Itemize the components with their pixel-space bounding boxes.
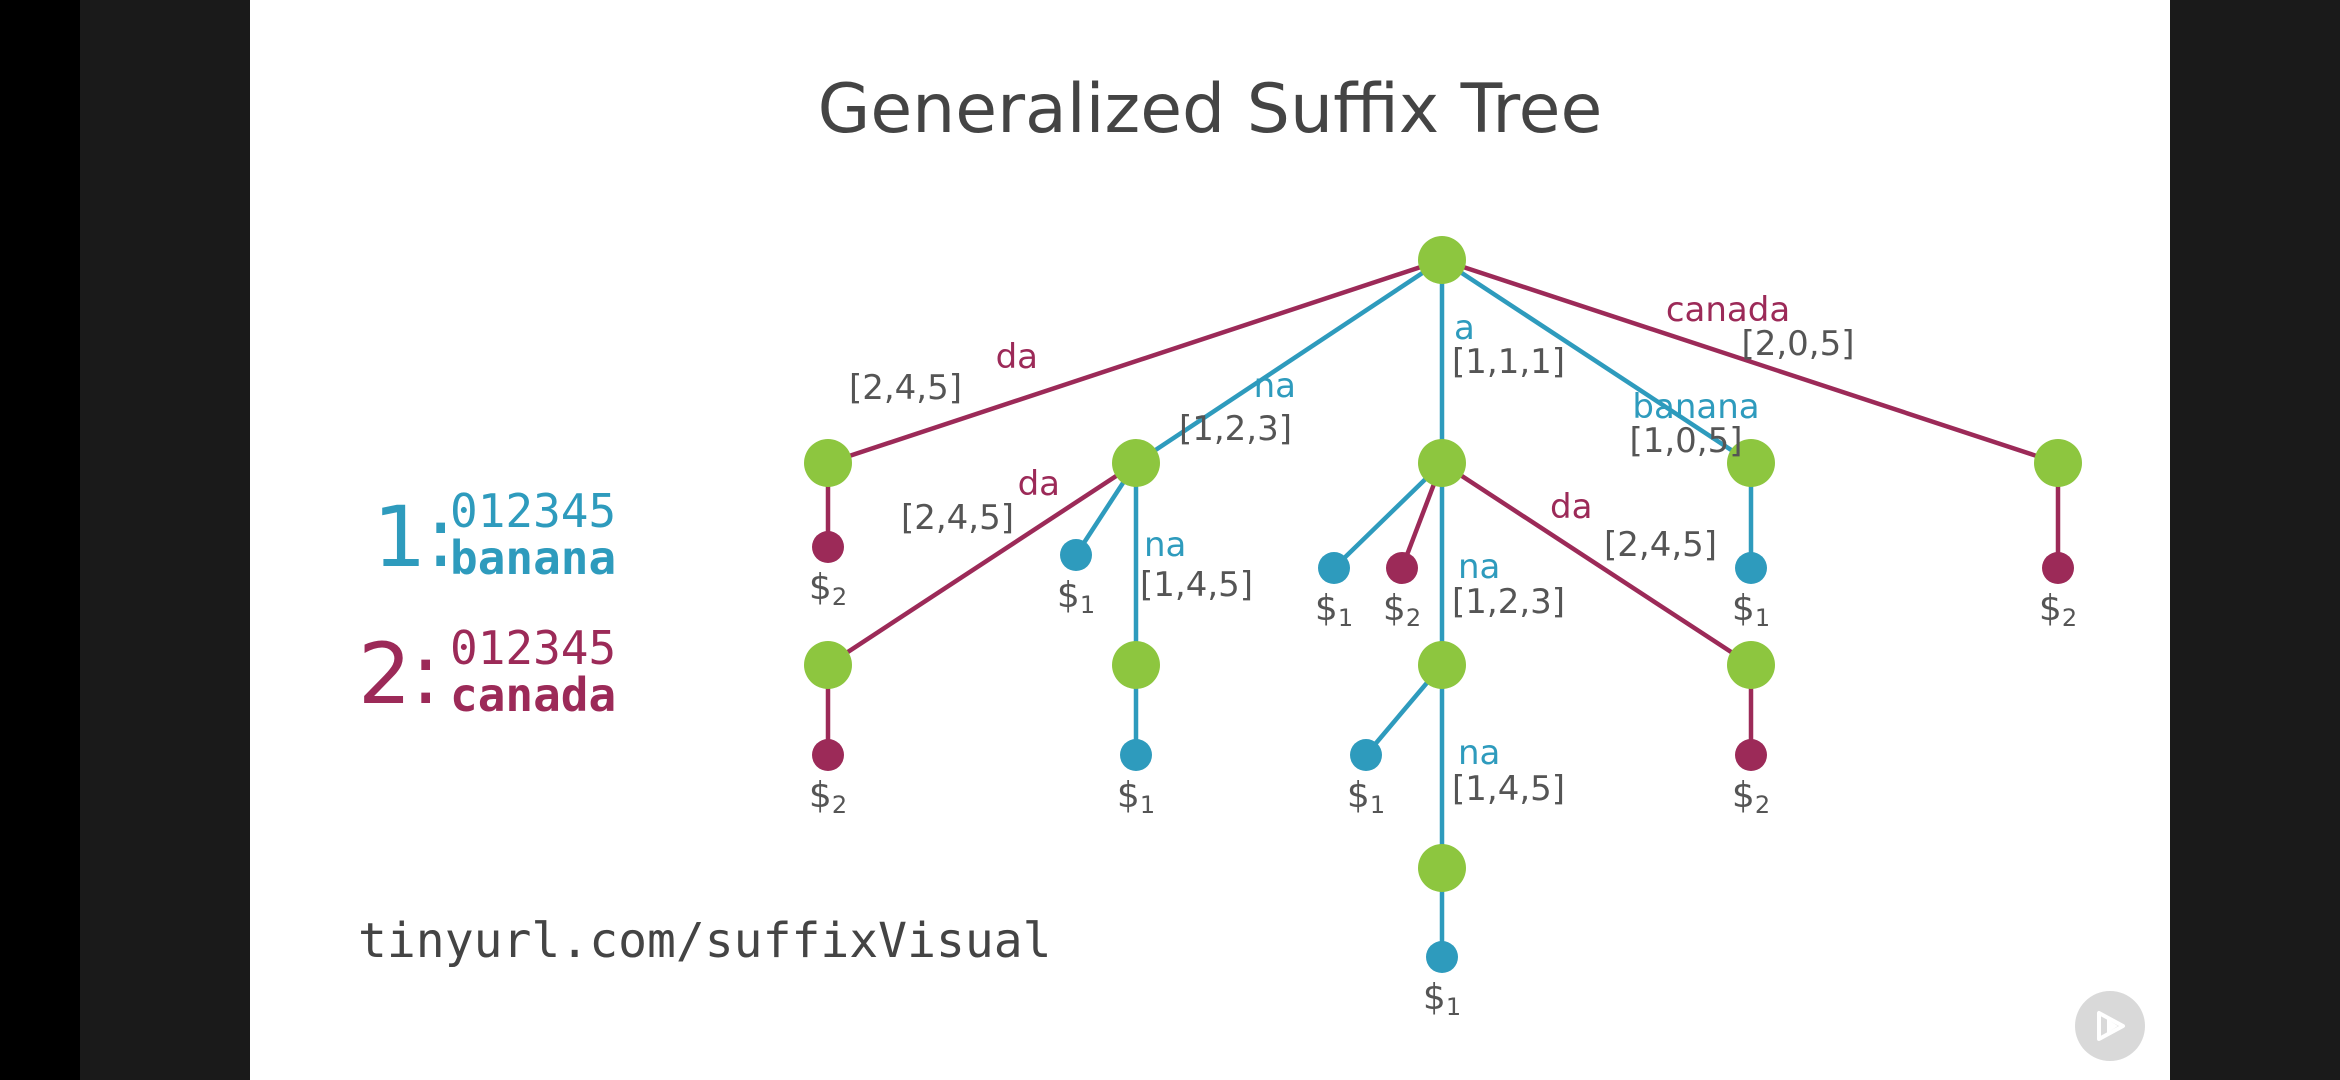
string-2-text: canada xyxy=(450,668,617,722)
edge-label: da xyxy=(1018,464,1060,504)
edge-label: canada xyxy=(1666,290,1790,330)
edge-ref: [2,0,5] xyxy=(1741,324,1854,364)
leaf-node xyxy=(812,739,844,771)
slide-title: Generalized Suffix Tree xyxy=(817,70,1603,149)
leaf-label: $1 xyxy=(1315,588,1353,632)
leaf-node xyxy=(1386,552,1418,584)
leaf-label: $2 xyxy=(809,567,847,611)
internal-node xyxy=(1418,236,1466,284)
string-1-positions: 012345 xyxy=(450,484,617,538)
leaf-label: $2 xyxy=(2039,588,2077,632)
play-button[interactable] xyxy=(2075,991,2145,1061)
internal-node xyxy=(1727,439,1775,487)
leaf-node xyxy=(1735,739,1767,771)
tree-edge xyxy=(1440,461,1753,667)
tree-edge xyxy=(827,257,1443,466)
slide: Generalized Suffix Tree 1: 012345 banana… xyxy=(250,0,2170,1080)
internal-node xyxy=(1418,641,1466,689)
tree-edge xyxy=(826,461,1138,667)
leaf-node xyxy=(1350,739,1382,771)
edge-label: na xyxy=(1254,366,1296,406)
internal-node xyxy=(804,439,852,487)
edge-ref: [1,4,5] xyxy=(1140,565,1253,605)
internal-node xyxy=(1418,439,1466,487)
edge-label: da xyxy=(996,337,1038,377)
tree-edge xyxy=(1441,257,2059,466)
leaf-label: $1 xyxy=(1117,775,1155,819)
edge-label: na xyxy=(1144,525,1186,565)
internal-node xyxy=(2034,439,2082,487)
leaf-node xyxy=(1120,739,1152,771)
play-icon xyxy=(2097,1011,2125,1041)
leaf-node xyxy=(2042,552,2074,584)
leaf-node xyxy=(1318,552,1350,584)
leaf-node xyxy=(812,531,844,563)
leaf-label: $1 xyxy=(1423,977,1461,1021)
tree-edge xyxy=(1332,461,1444,570)
tree-edge xyxy=(1440,258,1753,465)
right-dark-bar xyxy=(2170,0,2340,1080)
edge-ref: [1,2,3] xyxy=(1179,409,1292,449)
leaf-label: $1 xyxy=(1732,588,1770,632)
leaf-node xyxy=(1735,552,1767,584)
leaf-label: $2 xyxy=(1732,775,1770,819)
internal-node xyxy=(1418,844,1466,892)
edge-label: na xyxy=(1458,547,1500,587)
leaf-node xyxy=(1060,539,1092,571)
suffix-tree-diagram: da[2,4,5] na[1,2,3]a[1,1,1]banana[1,0,5]c… xyxy=(804,236,2082,1021)
leaf-label: $1 xyxy=(1347,775,1385,819)
edge-ref: [2,4,5] xyxy=(849,368,962,408)
internal-node xyxy=(1112,641,1160,689)
edge-ref: [1,2,3] xyxy=(1452,582,1565,622)
edge-label: da xyxy=(1550,487,1592,527)
leaf-node xyxy=(1426,941,1458,973)
edge-ref: [1,0,5] xyxy=(1629,421,1742,461)
reference-url: tinyurl.com/suffixVisual xyxy=(358,913,1052,969)
leaf-label: $1 xyxy=(1057,575,1095,619)
string-1-index: 1: xyxy=(373,488,455,586)
edge-ref: [1,1,1] xyxy=(1452,342,1565,382)
edge-ref: [1,4,5] xyxy=(1452,769,1565,809)
internal-node xyxy=(804,641,852,689)
tree-edge xyxy=(1134,258,1444,465)
edge-ref: [2,4,5] xyxy=(1604,525,1717,565)
left-black-bar xyxy=(0,0,80,1080)
internal-node xyxy=(1727,641,1775,689)
internal-node xyxy=(1112,439,1160,487)
string-2-index: 2: xyxy=(358,625,440,723)
string-2-positions: 012345 xyxy=(450,621,617,675)
leaf-label: $2 xyxy=(809,775,847,819)
edge-label: a xyxy=(1454,308,1475,348)
edge-label: na xyxy=(1458,733,1500,773)
string-1-text: banana xyxy=(450,531,617,585)
edge-label: banana xyxy=(1632,387,1759,427)
leaf-label: $2 xyxy=(1383,588,1421,632)
edge-ref: [2,4,5] xyxy=(901,498,1014,538)
